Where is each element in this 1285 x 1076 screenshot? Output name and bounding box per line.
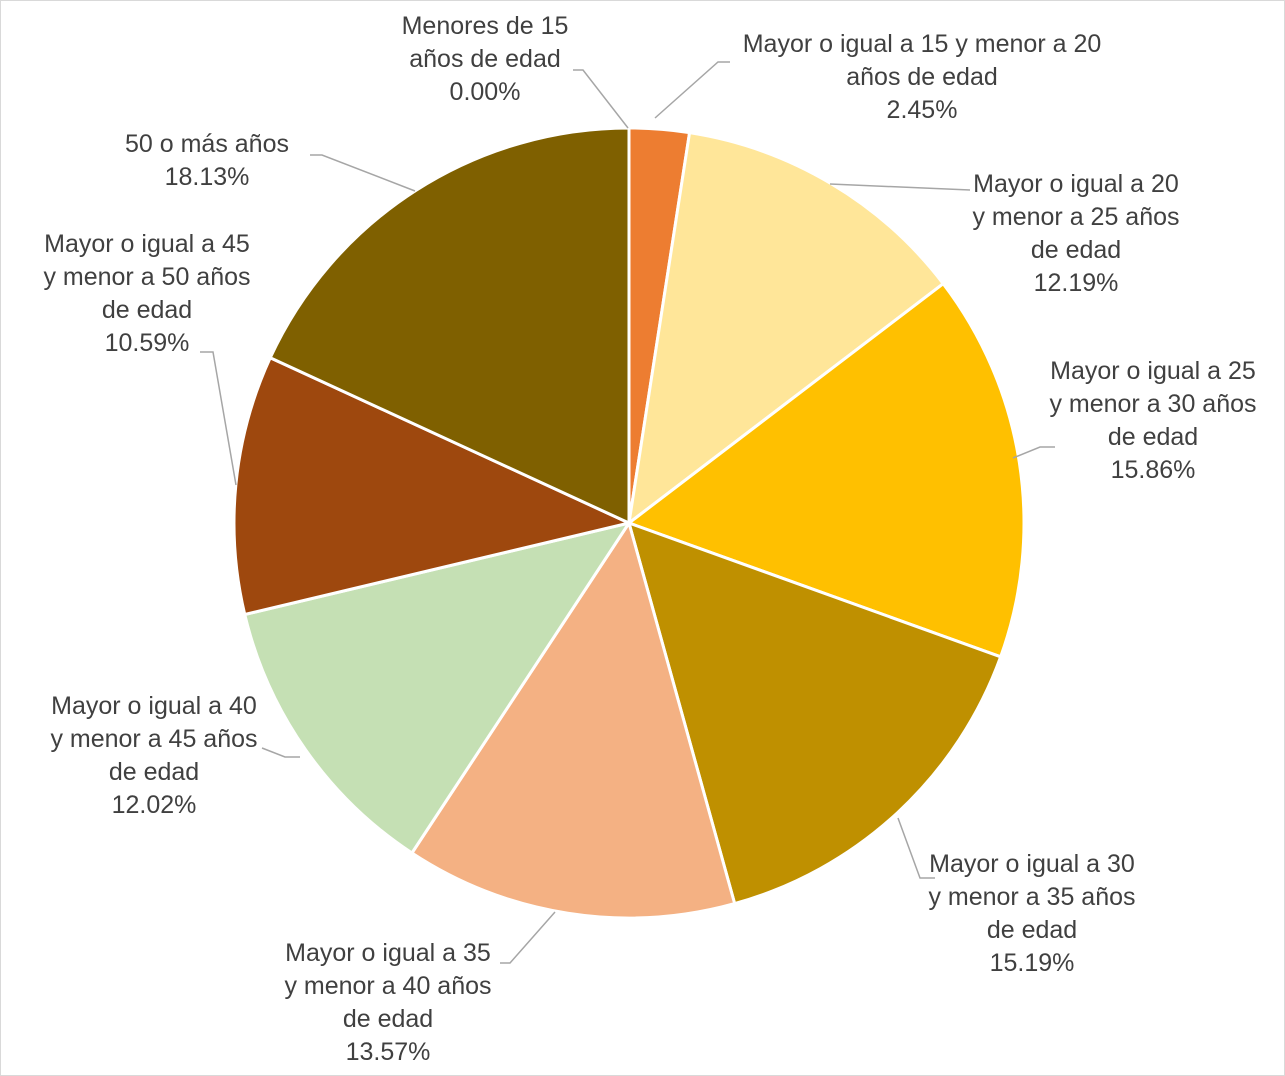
data-label: Mayor o igual a 30 y menor a 35 años de …	[922, 848, 1142, 980]
value-label: 10.59%	[104, 329, 190, 357]
category-label: Menores de 15 años de edad	[401, 12, 569, 73]
leader-line	[261, 747, 300, 758]
category-label: Mayor o igual a 25 y menor a 30 años de …	[1049, 357, 1257, 451]
leader-line	[573, 69, 629, 129]
leader-line	[829, 183, 971, 191]
value-label: 12.02%	[111, 791, 197, 819]
leader-line	[897, 817, 935, 879]
pie-slice	[625, 281, 1026, 659]
pie-slice	[268, 126, 631, 526]
category-label: Mayor o igual a 45 y menor a 50 años de …	[43, 230, 251, 324]
leader-line	[200, 351, 237, 486]
data-label: Mayor o igual a 25 y menor a 30 años de …	[1043, 355, 1263, 487]
leader-line	[500, 911, 556, 964]
data-label: Menores de 15 años de edad 0.00%	[385, 10, 585, 109]
pie-slice	[409, 519, 737, 920]
data-label: Mayor o igual a 20 y menor a 25 años de …	[966, 168, 1186, 300]
value-label: 15.86%	[1110, 456, 1196, 484]
category-label: Mayor o igual a 30 y menor a 35 años de …	[928, 850, 1136, 944]
value-label: 0.00%	[449, 78, 521, 106]
value-label: 13.57%	[345, 1038, 431, 1066]
category-label: Mayor o igual a 35 y menor a 40 años de …	[284, 939, 492, 1033]
value-label: 2.45%	[886, 96, 958, 124]
pie-slice	[626, 520, 1003, 906]
leader-line	[654, 61, 730, 119]
data-label: 50 o más años 18.13%	[100, 128, 315, 194]
value-label: 18.13%	[164, 163, 250, 191]
data-label: Mayor o igual a 35 y menor a 40 años de …	[278, 937, 498, 1069]
leader-line	[1012, 446, 1055, 459]
category-label: Mayor o igual a 20 y menor a 25 años de …	[972, 170, 1180, 264]
pie-slice	[242, 520, 633, 856]
data-label: Mayor o igual a 15 y menor a 20 años de …	[732, 28, 1112, 127]
leader-line	[310, 154, 416, 192]
data-label: Mayor o igual a 45 y menor a 50 años de …	[37, 228, 257, 360]
category-label: Mayor o igual a 40 y menor a 45 años de …	[50, 692, 258, 786]
value-label: 15.19%	[989, 949, 1075, 977]
value-label: 12.19%	[1033, 269, 1119, 297]
category-label: Mayor o igual a 15 y menor a 20 años de …	[742, 30, 1102, 91]
category-label: 50 o más años	[125, 130, 289, 158]
data-label: Mayor o igual a 40 y menor a 45 años de …	[44, 690, 264, 822]
